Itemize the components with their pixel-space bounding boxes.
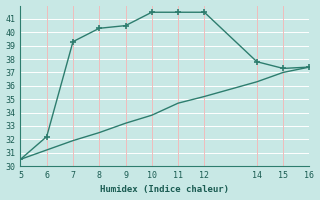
- X-axis label: Humidex (Indice chaleur): Humidex (Indice chaleur): [100, 185, 229, 194]
